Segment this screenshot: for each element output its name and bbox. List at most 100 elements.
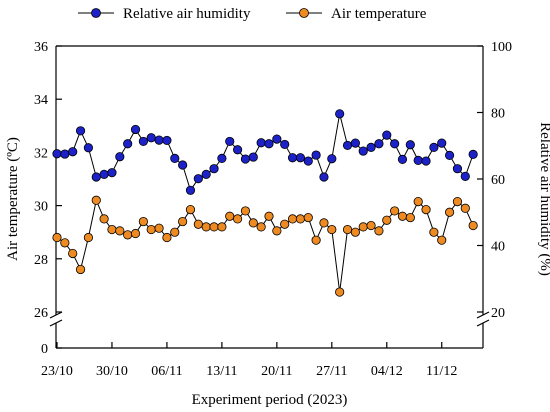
data-point: [374, 139, 384, 149]
data-point: [68, 147, 78, 157]
data-point: [405, 212, 415, 223]
data-point: [421, 204, 431, 215]
data-point: [201, 222, 211, 232]
data-point: [60, 238, 70, 248]
data-point: [437, 138, 447, 148]
x-tick-label: 11/12: [426, 364, 457, 379]
data-point: [335, 287, 345, 297]
data-point: [272, 226, 282, 236]
data-point: [295, 214, 306, 224]
legend-marker: [299, 8, 309, 18]
data-point: [460, 203, 470, 213]
series-layer: [52, 109, 478, 297]
left-axis-break-mark: [49, 319, 63, 327]
legend-label: Relative air humidity: [123, 6, 251, 22]
data-point: [162, 232, 172, 243]
data-point: [256, 138, 266, 148]
data-point: [75, 126, 86, 136]
data-point: [123, 139, 133, 149]
data-point: [138, 216, 148, 227]
data-point: [232, 214, 243, 224]
x-tick-label: 06/11: [151, 364, 182, 379]
right-axis-break-mark: [476, 311, 490, 319]
data-point: [327, 224, 337, 235]
data-point: [154, 135, 164, 145]
data-point: [107, 224, 117, 235]
x-axis-title: Experiment period (2023): [192, 392, 348, 408]
data-point: [295, 153, 306, 163]
x-tick-label: 04/12: [371, 364, 403, 379]
left-tick-label: 30: [34, 200, 48, 215]
data-point: [264, 211, 274, 221]
data-point: [421, 156, 431, 166]
data-point: [178, 216, 188, 227]
data-point: [52, 232, 62, 243]
data-point: [444, 150, 455, 160]
data-point: [303, 156, 313, 166]
data-point: [68, 248, 78, 259]
legend: Relative air humidity Air temperature: [78, 6, 427, 22]
data-point: [248, 218, 258, 228]
data-point: [225, 211, 235, 221]
data-point: [358, 222, 368, 232]
data-point: [162, 135, 172, 146]
x-tick-label: 30/10: [96, 364, 128, 379]
data-point: [107, 168, 117, 178]
series-line: [56, 113, 474, 192]
data-point: [83, 143, 94, 153]
data-point: [335, 109, 345, 119]
data-point: [115, 152, 125, 162]
data-point: [280, 219, 290, 229]
x-tick-label: 13/11: [206, 364, 237, 379]
data-point: [178, 160, 188, 170]
data-point: [225, 136, 235, 147]
right-tick-label: 80: [491, 107, 505, 122]
data-point: [468, 220, 478, 231]
data-point: [437, 235, 447, 245]
data-point: [115, 226, 125, 236]
data-point: [366, 142, 376, 153]
data-point: [146, 224, 156, 235]
data-point: [405, 140, 415, 150]
x-tick-label: 20/11: [261, 364, 292, 379]
data-point: [382, 215, 392, 225]
data-point: [248, 152, 258, 162]
data-point: [185, 185, 196, 195]
left-tick-label: 36: [34, 40, 48, 55]
data-point: [390, 206, 400, 216]
series-air-temperature: [52, 195, 478, 297]
data-point: [287, 153, 298, 163]
data-point: [193, 219, 203, 229]
data-point: [170, 153, 180, 163]
data-point: [91, 172, 101, 182]
data-point: [217, 222, 227, 232]
right-axis-title: Relative air humidity (%): [537, 122, 550, 276]
data-point: [264, 139, 274, 149]
data-point: [60, 149, 70, 159]
data-point: [201, 169, 211, 179]
data-point: [303, 212, 313, 223]
data-point: [217, 153, 227, 163]
data-point: [146, 133, 156, 143]
data-point: [240, 154, 251, 164]
data-point: [272, 134, 282, 144]
data-point: [390, 139, 400, 149]
data-point: [382, 130, 392, 140]
data-point: [75, 264, 86, 275]
data-point: [193, 174, 203, 184]
data-point: [209, 222, 219, 232]
x-tick-label: 23/10: [41, 364, 73, 379]
data-point: [342, 224, 353, 235]
left-tick-label: 28: [34, 253, 48, 268]
data-point: [130, 228, 141, 239]
axes: 0 26 28 30 32 34 36 20 40 60 80 100 23/10 30/10 06/11 1…: [34, 40, 512, 379]
data-point: [460, 171, 470, 181]
x-tick-label: 27/11: [316, 364, 347, 379]
data-point: [185, 204, 196, 215]
data-point: [342, 140, 353, 151]
data-point: [99, 214, 109, 224]
data-point: [99, 169, 109, 179]
data-point: [374, 226, 384, 236]
right-tick-label: 20: [491, 306, 505, 321]
left-tick-label: 26: [34, 306, 48, 321]
